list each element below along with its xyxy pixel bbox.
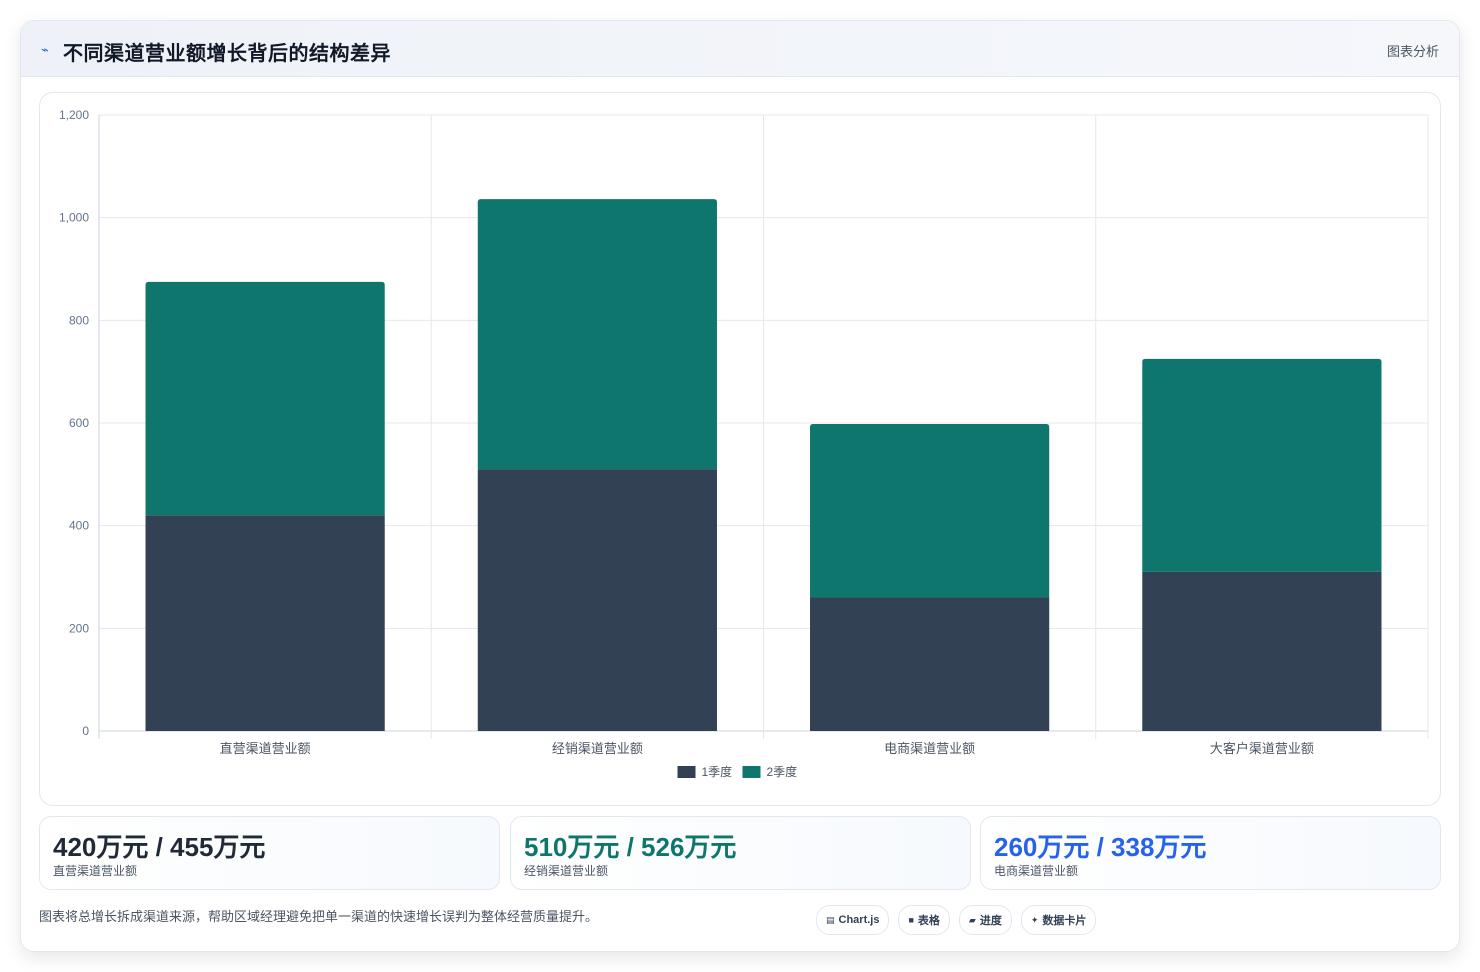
stat-card-direct: 420万元 / 455万元 直营渠道营业额 bbox=[39, 816, 500, 890]
legend-label: 1季度 bbox=[702, 764, 733, 779]
bar-segment bbox=[810, 424, 1050, 598]
tag-data-card[interactable]: ✦ 数据卡片 bbox=[1020, 905, 1097, 935]
stat-value: 260万元 / 338万元 bbox=[994, 832, 1207, 862]
legend-label: 2季度 bbox=[767, 764, 798, 779]
chart-panel: 0 200 400 600 800 1,000 1,200 直营渠道营业额 经销渠道营业额 电商渠… bbox=[39, 92, 1441, 806]
legend-swatch bbox=[677, 766, 696, 778]
header-label: 图表分析 bbox=[1386, 44, 1439, 59]
y-tick-label: 0 bbox=[82, 724, 89, 738]
y-tick-label: 200 bbox=[69, 621, 89, 635]
page-title: 不同渠道营业额增长背后的结构差异 bbox=[63, 43, 391, 65]
stat-label: 电商渠道营业额 bbox=[994, 864, 1079, 878]
stat-card-ecommerce: 260万元 / 338万元 电商渠道营业额 bbox=[980, 816, 1441, 890]
chart-icon: ▤ bbox=[826, 914, 835, 925]
bar-segment bbox=[145, 281, 385, 516]
x-tick-label: 经销渠道营业额 bbox=[552, 741, 643, 756]
legend-swatch bbox=[742, 766, 761, 778]
stat-label: 直营渠道营业额 bbox=[53, 864, 138, 878]
tag-label: 表格 bbox=[917, 915, 940, 927]
x-tick-label: 电商渠道营业额 bbox=[884, 741, 975, 756]
bar-segment bbox=[1142, 358, 1382, 572]
y-tick-label: 400 bbox=[69, 519, 89, 533]
y-tick-label: 600 bbox=[69, 416, 89, 430]
sparkle-icon: ✦ bbox=[1030, 914, 1039, 925]
y-tick-label: 1,000 bbox=[59, 211, 89, 225]
y-tick-label: 800 bbox=[69, 313, 89, 327]
bar-segment bbox=[810, 597, 1050, 731]
card-header: ⌁ 不同渠道营业额增长背后的结构差异 图表分析 bbox=[21, 21, 1459, 77]
stat-card-distribution: 510万元 / 526万元 经销渠道营业额 bbox=[510, 816, 971, 890]
chart-card: ⌁ 不同渠道营业额增长背后的结构差异 图表分析 0 200 400 600 800 1,0… bbox=[20, 20, 1460, 952]
stacked-bar-chart: 0 200 400 600 800 1,000 1,200 直营渠道营业额 经销渠道营业额 电商渠… bbox=[59, 108, 1429, 779]
bar-segment bbox=[477, 199, 717, 470]
tag-label: 进度 bbox=[979, 915, 1002, 927]
tag-chartjs[interactable]: ▤ Chart.js bbox=[816, 905, 890, 935]
tag-label: 数据卡片 bbox=[1042, 915, 1087, 927]
bar-segment bbox=[145, 515, 385, 731]
table-icon: ■ bbox=[908, 915, 914, 925]
stat-label: 经销渠道营业额 bbox=[524, 864, 609, 878]
bar-segment bbox=[1142, 571, 1382, 731]
stat-value: 510万元 / 526万元 bbox=[524, 832, 737, 862]
y-tick-label: 1,200 bbox=[59, 108, 89, 122]
footnote: 图表将总增长拆成渠道来源，帮助区域经理避免把单一渠道的快速增长误判为整体经营质量… bbox=[39, 909, 599, 924]
bar-segment bbox=[477, 469, 717, 731]
x-tick-label: 大客户渠道营业额 bbox=[1210, 741, 1314, 756]
x-tick-label: 直营渠道营业额 bbox=[220, 741, 311, 756]
progress-icon: ▰ bbox=[968, 914, 976, 925]
tag-table[interactable]: ■ 表格 bbox=[898, 905, 950, 935]
chart-line-icon: ⌁ bbox=[41, 42, 49, 57]
tag-progress[interactable]: ▰ 进度 bbox=[958, 905, 1012, 935]
tag-list: ▤ Chart.js ■ 表格 ▰ 进度 ✦ 数据卡片 bbox=[816, 905, 1097, 935]
stat-value: 420万元 / 455万元 bbox=[53, 832, 266, 862]
tag-label: Chart.js bbox=[838, 914, 880, 926]
